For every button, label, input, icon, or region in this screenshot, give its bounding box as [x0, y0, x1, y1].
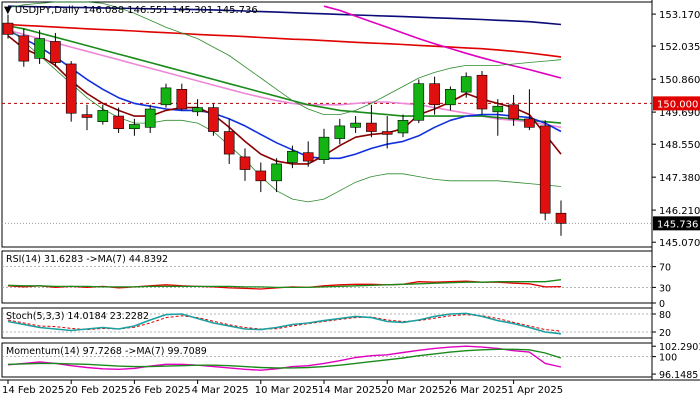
candle-body	[50, 41, 61, 63]
candle-body	[113, 115, 124, 130]
candle-body	[539, 125, 551, 214]
candle-body	[208, 107, 219, 132]
main-title-symbol: ▼ USDJPY,Daily	[4, 5, 83, 16]
price-tick-label: 148.550	[659, 140, 700, 151]
candle-body	[334, 125, 346, 139]
candle-body	[555, 212, 567, 224]
candle-body	[81, 114, 93, 118]
candle-body	[239, 156, 251, 170]
time-tick-label: 1 Apr 2025	[508, 385, 563, 396]
candle-body	[445, 88, 456, 106]
overlay-line-6	[7, 35, 562, 165]
main-title-ohlc: 146.088 146.551 145.301 145.736	[83, 5, 258, 16]
last-price-label: 145.736	[657, 219, 698, 230]
candle-body	[192, 107, 203, 113]
candle-body	[144, 108, 156, 128]
candle-body	[271, 163, 282, 182]
stoch-title: Stoch(5,3,3) 14.0184 23.2282	[6, 311, 149, 322]
candle-body	[476, 74, 488, 110]
overlay-line-8	[7, 1, 562, 115]
candle-body	[2, 22, 14, 35]
candle-body	[508, 104, 519, 120]
overlay-line-2	[323, 5, 562, 79]
momentum-tick-label: 102.2901	[659, 342, 700, 353]
last-price-box	[653, 216, 700, 231]
candle-body	[413, 83, 425, 121]
momentum-tick-label: 96.1485	[659, 370, 698, 381]
candle-body	[176, 88, 188, 110]
overlay-line-5	[7, 29, 562, 160]
candle-body	[255, 170, 267, 182]
main-title: ▼ USDJPY,Daily 146.088 146.551 145.301 1…	[4, 5, 258, 16]
candle-body	[65, 63, 77, 114]
price-tick-label: 147.380	[659, 173, 700, 184]
time-tick-label: 20 Feb 2025	[65, 385, 127, 396]
level-label-box	[653, 96, 700, 111]
overlay-line-3	[7, 29, 562, 129]
overlay-line-0	[7, 5, 562, 26]
price-tick-label: 152.035	[659, 42, 700, 53]
candle-body	[397, 119, 409, 134]
candle-body	[492, 105, 504, 113]
rsi-series-1	[7, 279, 562, 289]
time-tick-label: 4 Mar 2025	[192, 385, 249, 396]
candle-body	[318, 136, 330, 161]
candle-body	[18, 35, 30, 62]
level-label: 150.000	[657, 99, 698, 110]
candle-body	[381, 131, 393, 135]
candle-body	[302, 152, 314, 162]
time-tick-label: 26 Mar 2025	[444, 385, 507, 396]
momentum-title: Momentum(14) 97.7268 ->MA(7) 99.7089	[6, 346, 207, 357]
rsi-tick-label: 70	[659, 263, 671, 274]
candle-body	[129, 124, 140, 130]
price-tick-label: 146.210	[659, 206, 700, 217]
price-tick-label: 153.170	[659, 10, 700, 21]
rsi-tick-label: 30	[659, 283, 671, 294]
candle-body	[223, 131, 235, 155]
candle-body	[429, 83, 440, 106]
stoch-tick-label: 20	[659, 328, 671, 339]
candle-body	[34, 38, 45, 59]
price-tick-label: 149.690	[659, 108, 700, 119]
candle-body	[524, 118, 535, 128]
stoch-tick-label: 80	[659, 310, 671, 321]
time-tick-label: 14 Feb 2025	[2, 385, 64, 396]
rsi-title: RSI(14) 31.6283 ->MA(7) 44.8392	[6, 254, 168, 265]
time-tick-label: 20 Mar 2025	[381, 385, 444, 396]
rsi-tick-label: 0	[659, 299, 665, 310]
pane-frame-0	[1, 1, 653, 248]
stoch-series-1	[7, 312, 562, 335]
time-tick-label: 10 Mar 2025	[255, 385, 318, 396]
candle-body	[97, 110, 109, 122]
stoch-series-0	[7, 314, 562, 332]
candle-body	[350, 122, 361, 128]
candle-body	[460, 76, 472, 93]
candle-body	[366, 122, 377, 132]
overlay-line-1	[7, 23, 562, 58]
candle-body	[287, 150, 298, 163]
price-tick-label: 150.860	[659, 75, 700, 86]
momentum-tick-label: 100	[659, 353, 677, 364]
overlay-line-7	[7, 27, 562, 203]
candle-body	[160, 87, 172, 106]
time-tick-label: 26 Feb 2025	[128, 385, 190, 396]
price-tick-label: 145.070	[659, 238, 700, 249]
momentum-series-1	[7, 348, 562, 369]
time-tick-label: 14 Mar 2025	[318, 385, 381, 396]
